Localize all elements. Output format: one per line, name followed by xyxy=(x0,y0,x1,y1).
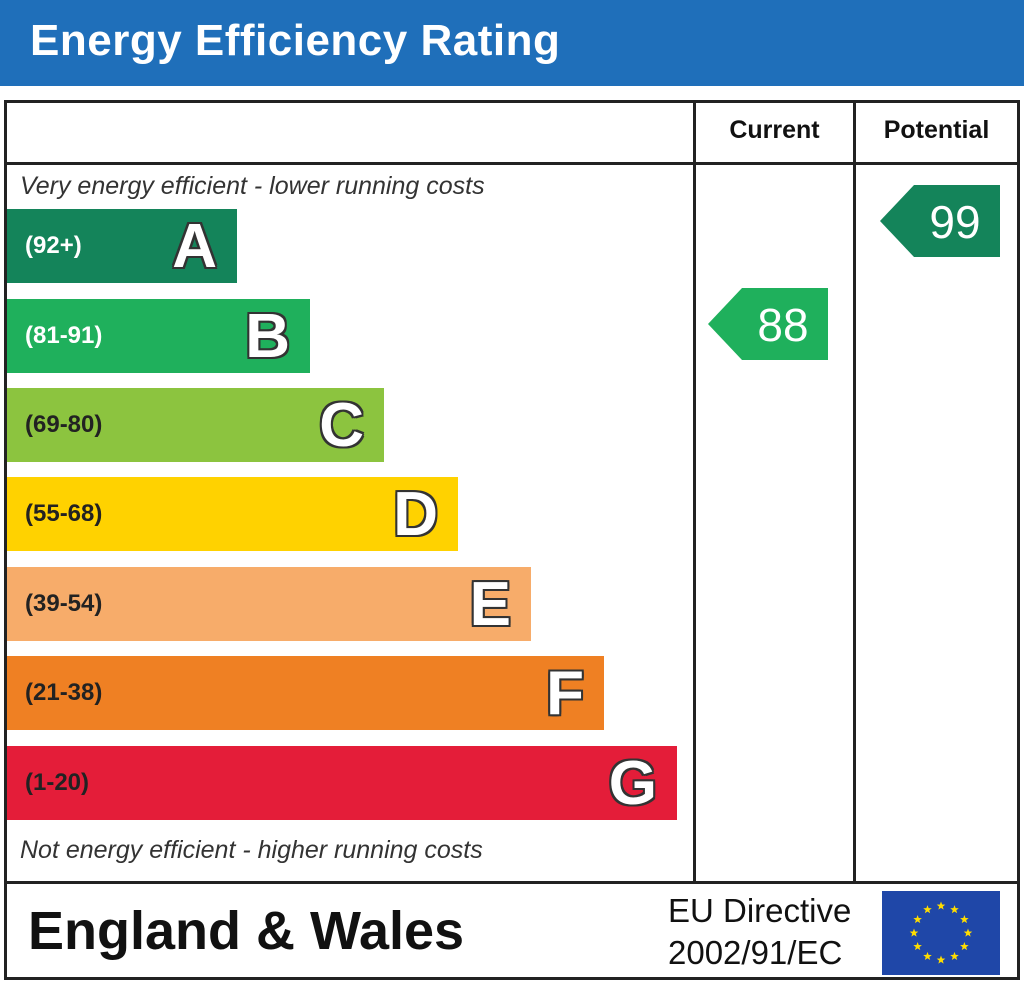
eu-flag-star xyxy=(963,928,973,937)
rating-band-letter: B xyxy=(245,302,290,371)
rating-band-range: (92+) xyxy=(25,232,82,259)
column-divider-potential xyxy=(853,100,856,884)
current-rating-arrow-shape xyxy=(708,288,828,360)
chart-title: Energy Efficiency Rating xyxy=(30,16,561,65)
eu-flag-star xyxy=(909,928,919,937)
note-not-efficient: Not energy efficient - higher running co… xyxy=(20,836,483,864)
rating-band-range: (1-20) xyxy=(25,769,90,796)
rating-band-g: (1-20) G xyxy=(7,746,677,820)
rating-band-range: (55-68) xyxy=(25,500,103,527)
rating-band-d: (55-68) D xyxy=(7,477,458,551)
eu-flag-star xyxy=(950,905,959,914)
rating-band-letter: D xyxy=(393,480,438,549)
rating-band-letter: G xyxy=(608,749,657,818)
rating-band-f: (21-38) F xyxy=(7,656,604,730)
current-rating-arrow-value: 88 xyxy=(757,299,809,351)
header-row-divider xyxy=(4,162,1020,165)
rating-band-range: (69-80) xyxy=(25,411,103,438)
rating-band-e: (39-54) E xyxy=(7,567,531,641)
eu-flag-star xyxy=(960,915,969,924)
eu-flag-star xyxy=(923,951,932,961)
potential-rating-arrow: 99 xyxy=(880,185,1000,257)
eu-flag-star xyxy=(923,905,932,914)
potential-rating-arrow-shape xyxy=(880,185,1000,257)
eu-flag-star xyxy=(913,942,922,951)
footer-divider xyxy=(4,881,1020,884)
column-header-current: Current xyxy=(729,116,820,144)
rating-band-letter: C xyxy=(319,391,364,460)
eu-flag-icon xyxy=(882,891,1000,975)
directive-label-line2: 2002/91/EC xyxy=(668,934,843,971)
eu-flag-star xyxy=(960,942,969,951)
header-bar: Energy Efficiency Rating xyxy=(0,0,1024,86)
chart-frame xyxy=(4,100,1020,980)
rating-band-range: (21-38) xyxy=(25,679,103,706)
column-header-potential: Potential xyxy=(883,116,990,144)
rating-band-range: (81-91) xyxy=(25,322,103,349)
note-very-efficient: Very energy efficient - lower running co… xyxy=(20,172,485,200)
rating-band-letter: E xyxy=(469,570,511,639)
eu-flag-star xyxy=(936,901,946,910)
region-label: England & Wales xyxy=(28,901,465,961)
eu-flag-star xyxy=(913,915,922,924)
current-rating-arrow: 88 xyxy=(708,288,828,360)
directive-label-line1: EU Directive xyxy=(668,892,852,929)
rating-band-letter: A xyxy=(172,212,217,281)
rating-band-c: (69-80) C xyxy=(7,388,384,462)
column-divider-current xyxy=(693,100,696,884)
eu-flag-star xyxy=(950,951,959,961)
rating-band-range: (39-54) xyxy=(25,590,103,617)
rating-band-letter: F xyxy=(546,659,584,728)
rating-band-b: (81-91) B xyxy=(7,299,310,373)
eu-flag-stars xyxy=(909,901,973,964)
rating-band-a: (92+) A xyxy=(7,209,237,283)
eu-flag-star xyxy=(936,955,946,964)
potential-rating-arrow-value: 99 xyxy=(929,196,981,248)
